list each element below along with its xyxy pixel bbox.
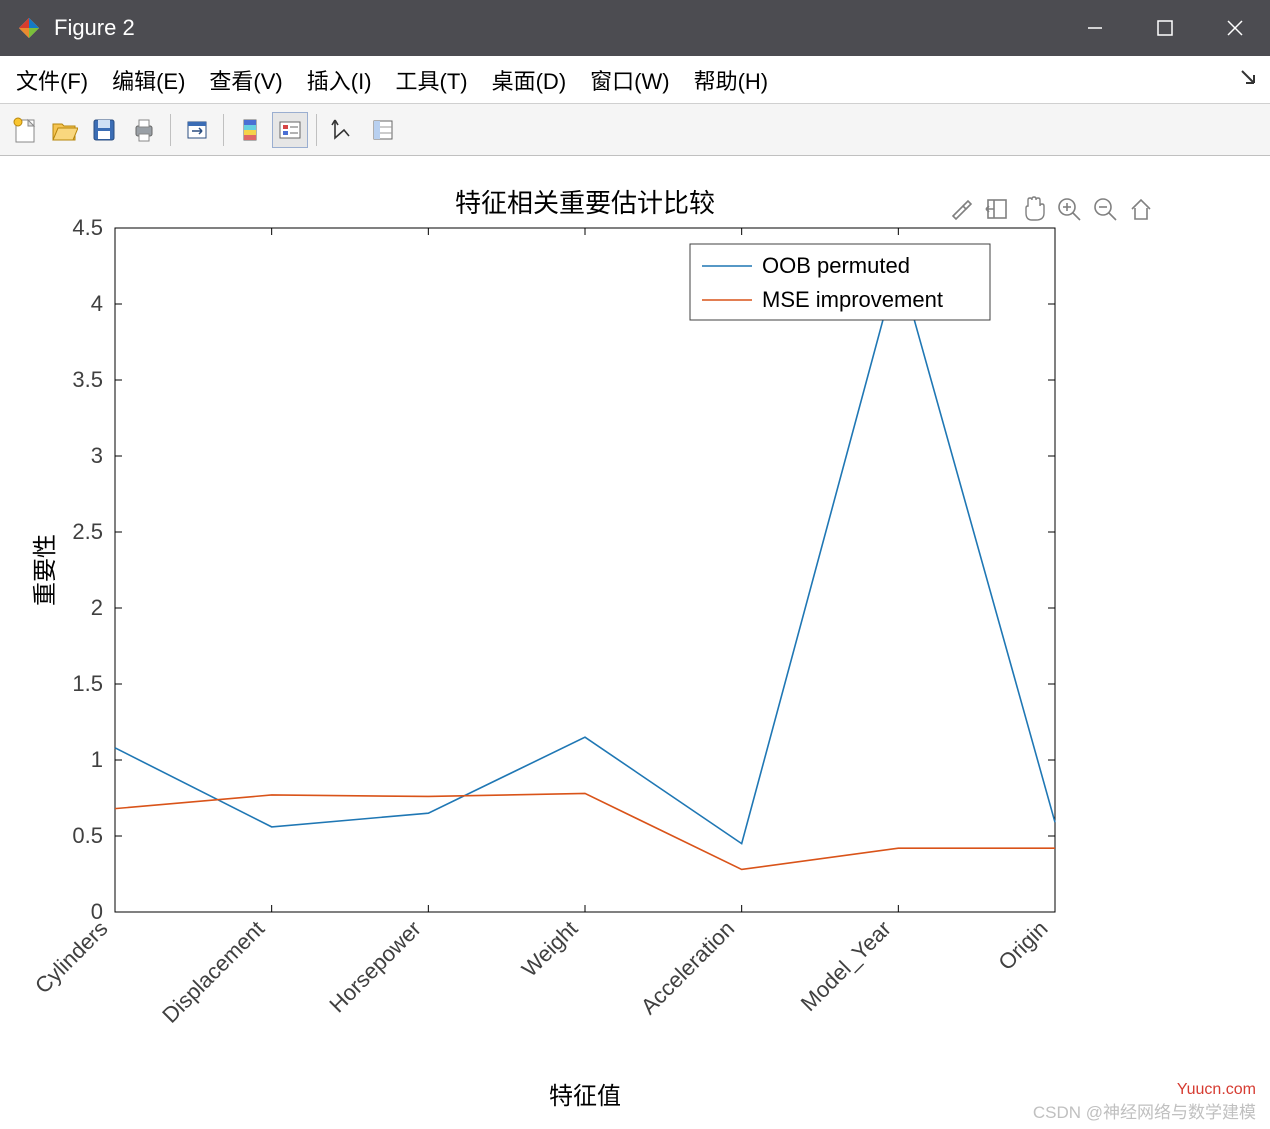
svg-text:3: 3	[91, 443, 103, 468]
svg-text:Displacement: Displacement	[157, 916, 269, 1028]
svg-text:Weight: Weight	[517, 916, 583, 982]
svg-text:OOB permuted: OOB permuted	[762, 253, 910, 278]
legend-icon[interactable]	[272, 112, 308, 148]
menu-file[interactable]: 文件(F)	[4, 58, 100, 102]
toolbar-sep	[170, 114, 171, 146]
new-figure-icon[interactable]	[6, 112, 42, 148]
edit-plot-icon[interactable]	[325, 112, 361, 148]
save-icon[interactable]	[86, 112, 122, 148]
svg-text:Origin: Origin	[993, 916, 1052, 975]
window-title: Figure 2	[54, 15, 1060, 41]
svg-text:0.5: 0.5	[72, 823, 103, 848]
toolbar-sep	[223, 114, 224, 146]
menubar: 文件(F) 编辑(E) 查看(V) 插入(I) 工具(T) 桌面(D) 窗口(W…	[0, 56, 1270, 104]
menu-desktop[interactable]: 桌面(D)	[480, 58, 579, 102]
menu-window[interactable]: 窗口(W)	[578, 58, 681, 102]
dock-arrow-icon[interactable]	[1240, 69, 1256, 90]
minimize-button[interactable]	[1060, 0, 1130, 56]
svg-text:3.5: 3.5	[72, 367, 103, 392]
watermark-yuucn: Yuucn.com	[1177, 1081, 1256, 1099]
svg-text:Acceleration: Acceleration	[636, 916, 739, 1019]
menu-edit[interactable]: 编辑(E)	[100, 58, 197, 102]
open-file-icon[interactable]	[46, 112, 82, 148]
close-button[interactable]	[1200, 0, 1270, 56]
svg-text:Model_Year: Model_Year	[796, 916, 896, 1016]
colorbar-icon[interactable]	[232, 112, 268, 148]
svg-text:4.5: 4.5	[72, 215, 103, 240]
maximize-button[interactable]	[1130, 0, 1200, 56]
menu-insert[interactable]: 插入(I)	[295, 58, 384, 102]
watermark-csdn: CSDN @神经网络与数学建模	[1033, 1098, 1256, 1123]
svg-text:2: 2	[91, 595, 103, 620]
svg-text:1: 1	[91, 747, 103, 772]
svg-text:MSE improvement: MSE improvement	[762, 287, 943, 312]
svg-text:Cylinders: Cylinders	[30, 916, 113, 999]
line-chart: 00.511.522.533.544.5CylindersDisplacemen…	[0, 156, 1160, 1116]
link-icon[interactable]	[179, 112, 215, 148]
svg-text:Horsepower: Horsepower	[324, 916, 426, 1018]
print-icon[interactable]	[126, 112, 162, 148]
menu-help[interactable]: 帮助(H)	[682, 58, 781, 102]
svg-text:1.5: 1.5	[72, 671, 103, 696]
app-icon	[16, 15, 42, 41]
menu-view[interactable]: 查看(V)	[197, 58, 294, 102]
toolbar-sep	[316, 114, 317, 146]
svg-text:特征值: 特征值	[549, 1083, 621, 1110]
toolbar	[0, 104, 1270, 156]
svg-text:2.5: 2.5	[72, 519, 103, 544]
menu-tools[interactable]: 工具(T)	[384, 58, 480, 102]
titlebar: Figure 2	[0, 0, 1270, 56]
svg-text:重要性: 重要性	[32, 534, 59, 606]
svg-text:4: 4	[91, 291, 103, 316]
svg-text:特征相关重要估计比较: 特征相关重要估计比较	[455, 188, 715, 218]
property-inspector-icon[interactable]	[365, 112, 401, 148]
